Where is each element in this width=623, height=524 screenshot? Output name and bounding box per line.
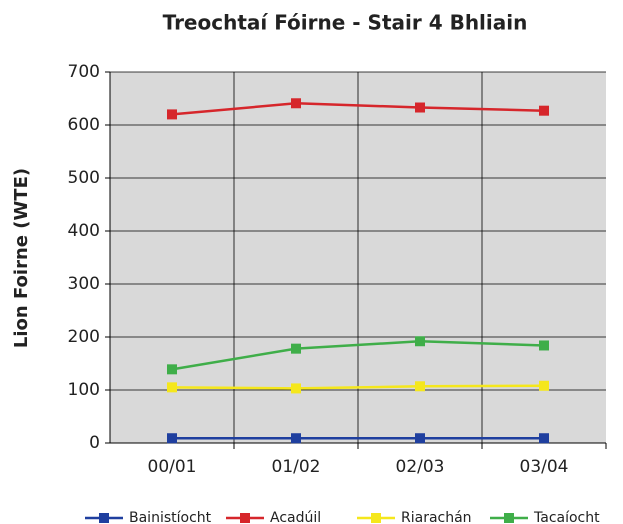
y-tick-label: 600: [68, 115, 100, 135]
point: [167, 382, 177, 393]
y-tick-label: 100: [68, 380, 100, 400]
point: [291, 98, 301, 109]
point: [415, 381, 425, 392]
x-tick-label: 02/03: [396, 457, 445, 477]
y-tick-label: 700: [68, 62, 100, 82]
point: [291, 383, 301, 394]
point: [539, 105, 549, 116]
y-tick-label: 300: [68, 274, 100, 294]
x-tick-label: 01/02: [272, 457, 321, 477]
legend-label: Tacaíocht: [533, 510, 600, 524]
point: [415, 433, 425, 444]
y-tick-label: 400: [68, 221, 100, 241]
x-tick-label: 03/04: [520, 457, 569, 477]
point: [167, 364, 177, 375]
y-axis-label: Lion Foirne (WTE): [11, 168, 32, 348]
y-tick-label: 0: [89, 433, 100, 453]
y-tick-label: 200: [68, 327, 100, 347]
y-tick-label: 500: [68, 168, 100, 188]
chart-title: Treochtaí Fóirne - Stair 4 Bhliain: [163, 11, 528, 35]
legend-label: Riarachán: [401, 510, 472, 524]
point: [291, 433, 301, 444]
point: [539, 340, 549, 351]
point: [415, 336, 425, 347]
point: [167, 109, 177, 120]
legend-marker: [371, 513, 381, 523]
legend-marker: [99, 513, 109, 523]
legend-label: Bainistíocht: [129, 510, 212, 524]
legend-label: Acadúil: [270, 510, 321, 524]
point: [415, 102, 425, 113]
legend-marker: [240, 513, 250, 523]
series-line: [171, 384, 545, 390]
legend-marker: [504, 513, 514, 523]
series-line: [171, 102, 545, 116]
series-line: [171, 339, 545, 371]
point: [167, 433, 177, 444]
point: [291, 343, 301, 354]
point: [539, 380, 549, 391]
point: [539, 433, 549, 444]
x-tick-label: 00/01: [148, 457, 197, 477]
